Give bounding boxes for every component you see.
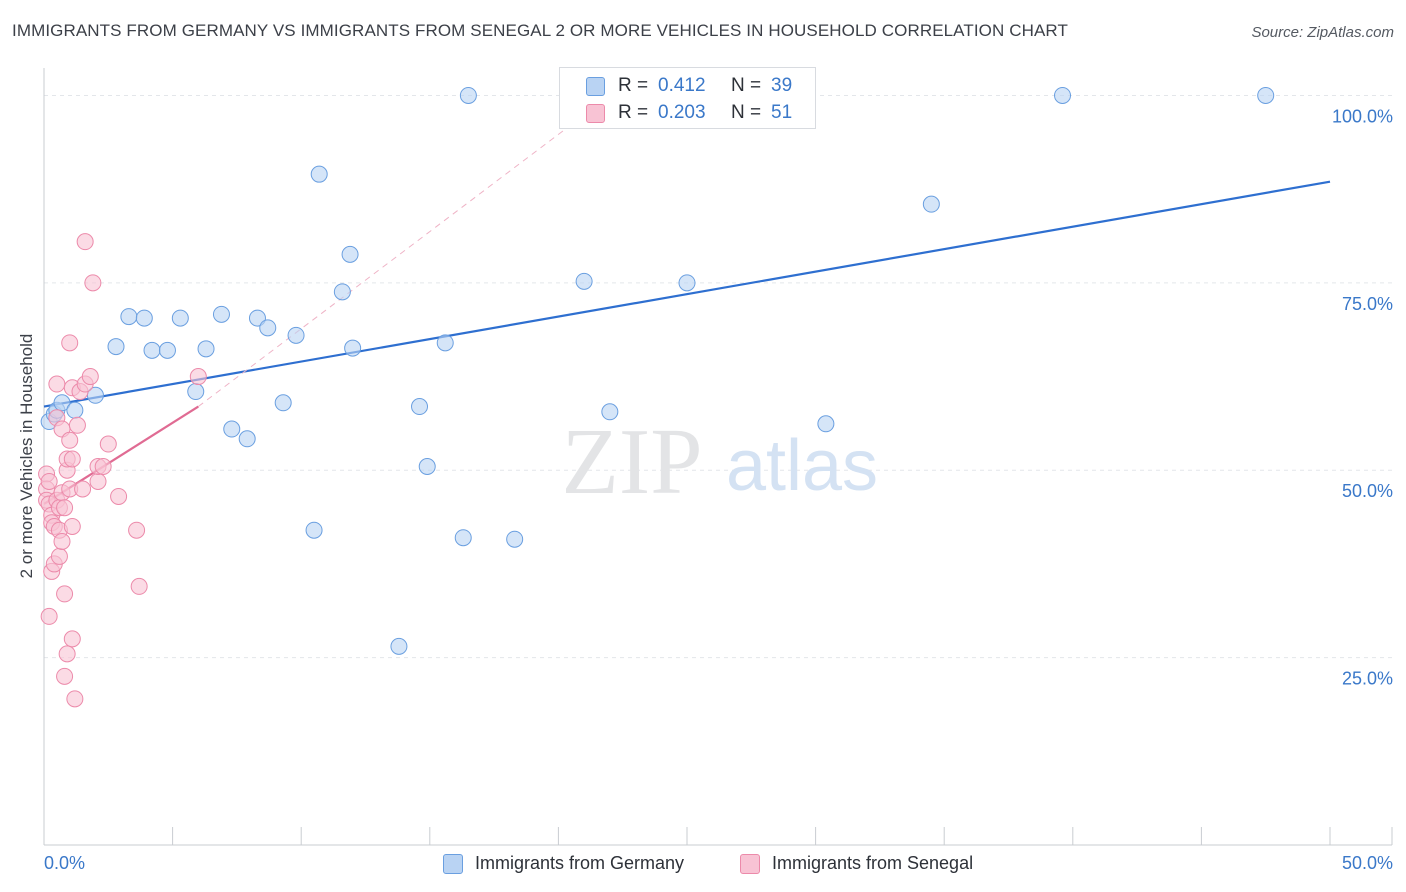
germany-point xyxy=(344,339,362,357)
germany-point xyxy=(817,415,835,433)
senegal-point xyxy=(56,585,74,603)
germany-point xyxy=(259,319,277,337)
gridlines xyxy=(44,94,1392,659)
germany-point xyxy=(436,334,454,352)
germany-point xyxy=(1054,86,1072,104)
germany-point xyxy=(171,309,189,327)
source-label: Source: ZipAtlas.com xyxy=(1251,24,1394,41)
senegal-point xyxy=(66,690,84,708)
axes xyxy=(43,68,1393,846)
n-value: 39 xyxy=(771,75,793,96)
germany-point xyxy=(107,338,125,356)
r-label: R = xyxy=(618,75,649,96)
x-tick-label: 0.0% xyxy=(44,853,85,873)
data-points xyxy=(38,86,1275,708)
tick-labels: 25.0% 50.0% 75.0% 100.0% 0.0% 50.0% xyxy=(44,106,1393,873)
senegal-point xyxy=(56,667,74,685)
senegal-point xyxy=(84,274,102,292)
n-label: N = xyxy=(731,75,762,96)
senegal-point xyxy=(63,450,81,468)
germany-trend-line xyxy=(43,180,1331,408)
senegal-point xyxy=(94,457,112,475)
germany-legend-swatch xyxy=(443,854,463,874)
senegal-point xyxy=(40,472,58,490)
senegal-point xyxy=(63,630,81,648)
senegal-point xyxy=(89,472,107,490)
germany-point xyxy=(310,165,328,183)
watermark: ZIP atlas xyxy=(562,410,879,514)
watermark-zip: ZIP xyxy=(562,410,703,514)
germany-point xyxy=(459,86,477,104)
senegal-swatch xyxy=(586,104,605,123)
senegal-point xyxy=(56,499,74,517)
germany-point xyxy=(922,195,940,213)
germany-point xyxy=(53,394,71,412)
germany-point xyxy=(248,309,266,327)
germany-point xyxy=(411,398,429,416)
germany-point xyxy=(187,383,205,401)
senegal-point xyxy=(58,645,76,663)
germany-point xyxy=(341,245,359,263)
germany-point xyxy=(287,326,305,344)
n-label: N = xyxy=(731,102,762,123)
senegal-point xyxy=(63,517,81,535)
series-legend: Immigrants from Germany Immigrants from … xyxy=(0,852,1406,878)
senegal-point xyxy=(68,416,86,434)
germany-point xyxy=(143,341,161,359)
germany-point xyxy=(197,340,215,358)
n-value: 51 xyxy=(771,102,793,123)
senegal-point xyxy=(53,532,71,550)
germany-point xyxy=(238,430,256,448)
germany-point xyxy=(390,637,408,655)
r-label: R = xyxy=(618,102,649,123)
germany-point xyxy=(66,401,84,419)
germany-point xyxy=(575,272,593,290)
y-tick-label: 100.0% xyxy=(1332,106,1393,126)
senegal-point xyxy=(128,521,146,539)
germany-swatch xyxy=(586,77,605,96)
germany-point xyxy=(120,308,138,326)
senegal-trend-extension xyxy=(198,95,611,407)
watermark-atlas: atlas xyxy=(726,426,878,506)
germany-point xyxy=(418,457,436,475)
germany-point xyxy=(506,530,524,548)
chart-title: IMMIGRANTS FROM GERMANY VS IMMIGRANTS FR… xyxy=(12,21,1068,40)
senegal-point xyxy=(110,487,128,505)
germany-point xyxy=(1257,86,1275,104)
germany-point xyxy=(305,521,323,539)
germany-point xyxy=(333,283,351,301)
senegal-legend-swatch xyxy=(740,854,760,874)
senegal-point xyxy=(189,368,207,386)
stats-legend: R = 0.412 N = 39 R = 0.203 N = 51 xyxy=(559,67,816,129)
r-value: 0.203 xyxy=(658,102,706,123)
germany-point xyxy=(678,274,696,292)
x-tick-label: 50.0% xyxy=(1342,853,1393,873)
germany-point xyxy=(454,529,472,547)
senegal-point xyxy=(130,577,148,595)
germany-point xyxy=(274,394,292,412)
senegal-point xyxy=(50,547,68,565)
legend-label: Immigrants from Senegal xyxy=(772,853,974,873)
legend-label: Immigrants from Germany xyxy=(475,853,685,873)
y-tick-label: 50.0% xyxy=(1342,481,1393,501)
germany-point xyxy=(135,309,153,327)
senegal-point xyxy=(76,233,94,251)
y-tick-label: 25.0% xyxy=(1342,669,1393,689)
senegal-point xyxy=(74,480,92,498)
germany-point xyxy=(158,341,176,359)
senegal-point xyxy=(61,334,79,352)
germany-point xyxy=(212,305,230,323)
senegal-point xyxy=(48,375,66,393)
r-value: 0.412 xyxy=(658,75,706,96)
germany-point xyxy=(601,403,619,421)
senegal-point xyxy=(61,431,79,449)
y-tick-label: 75.0% xyxy=(1342,294,1393,314)
senegal-point xyxy=(99,435,117,453)
germany-point xyxy=(223,420,241,438)
senegal-point xyxy=(40,607,58,625)
senegal-point xyxy=(81,368,99,386)
